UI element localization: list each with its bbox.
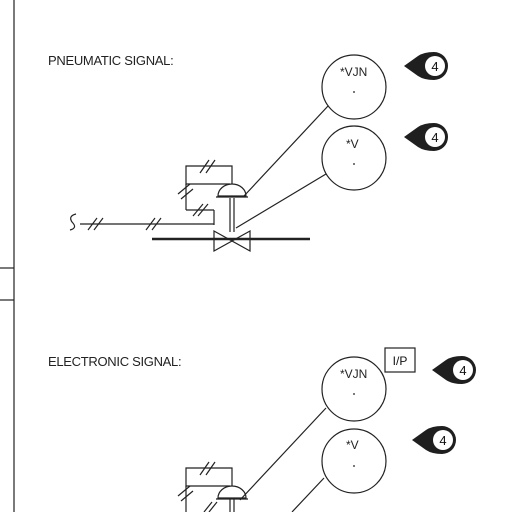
instrument-bubble: *V [321,125,387,191]
instrument-bubble: *V [321,428,387,494]
revision-flag: 4 [404,52,448,80]
pneumatic-heading: PNEUMATIC SIGNAL: [48,53,173,68]
instrument-bubble: *VJN [321,356,387,422]
pneumatic-section: PNEUMATIC SIGNAL: *VJN 4 *V 4 [48,52,448,253]
page-border [0,0,15,512]
instrument-tag: *V [346,438,359,452]
revision-flag: 4 [412,426,456,454]
flag-number: 4 [431,59,438,74]
control-valve [152,183,310,253]
pneumatic-tubing [69,159,233,231]
flag-number: 4 [439,433,446,448]
electronic-section: ELECTRONIC SIGNAL: *VJN I/P 4 *V [48,347,476,512]
instrument-bubble: *VJN [321,54,387,120]
flag-number: 4 [459,363,466,378]
signal-leader [243,105,329,197]
instrument-tag: *VJN [340,65,367,79]
signal-leader [235,173,327,229]
flag-number: 4 [431,130,438,145]
signal-leader [239,407,327,501]
instrument-tag: *V [346,137,359,151]
electronic-heading: ELECTRONIC SIGNAL: [48,354,181,369]
ip-transducer-box: I/P [384,347,416,373]
control-valve [216,485,248,512]
revision-flag: 4 [432,356,476,384]
ip-transducer-label: I/P [393,354,408,368]
pneumatic-tubing [177,461,233,512]
revision-flag: 4 [404,123,448,151]
signal-leader [291,477,325,512]
instrument-tag: *VJN [340,367,367,381]
